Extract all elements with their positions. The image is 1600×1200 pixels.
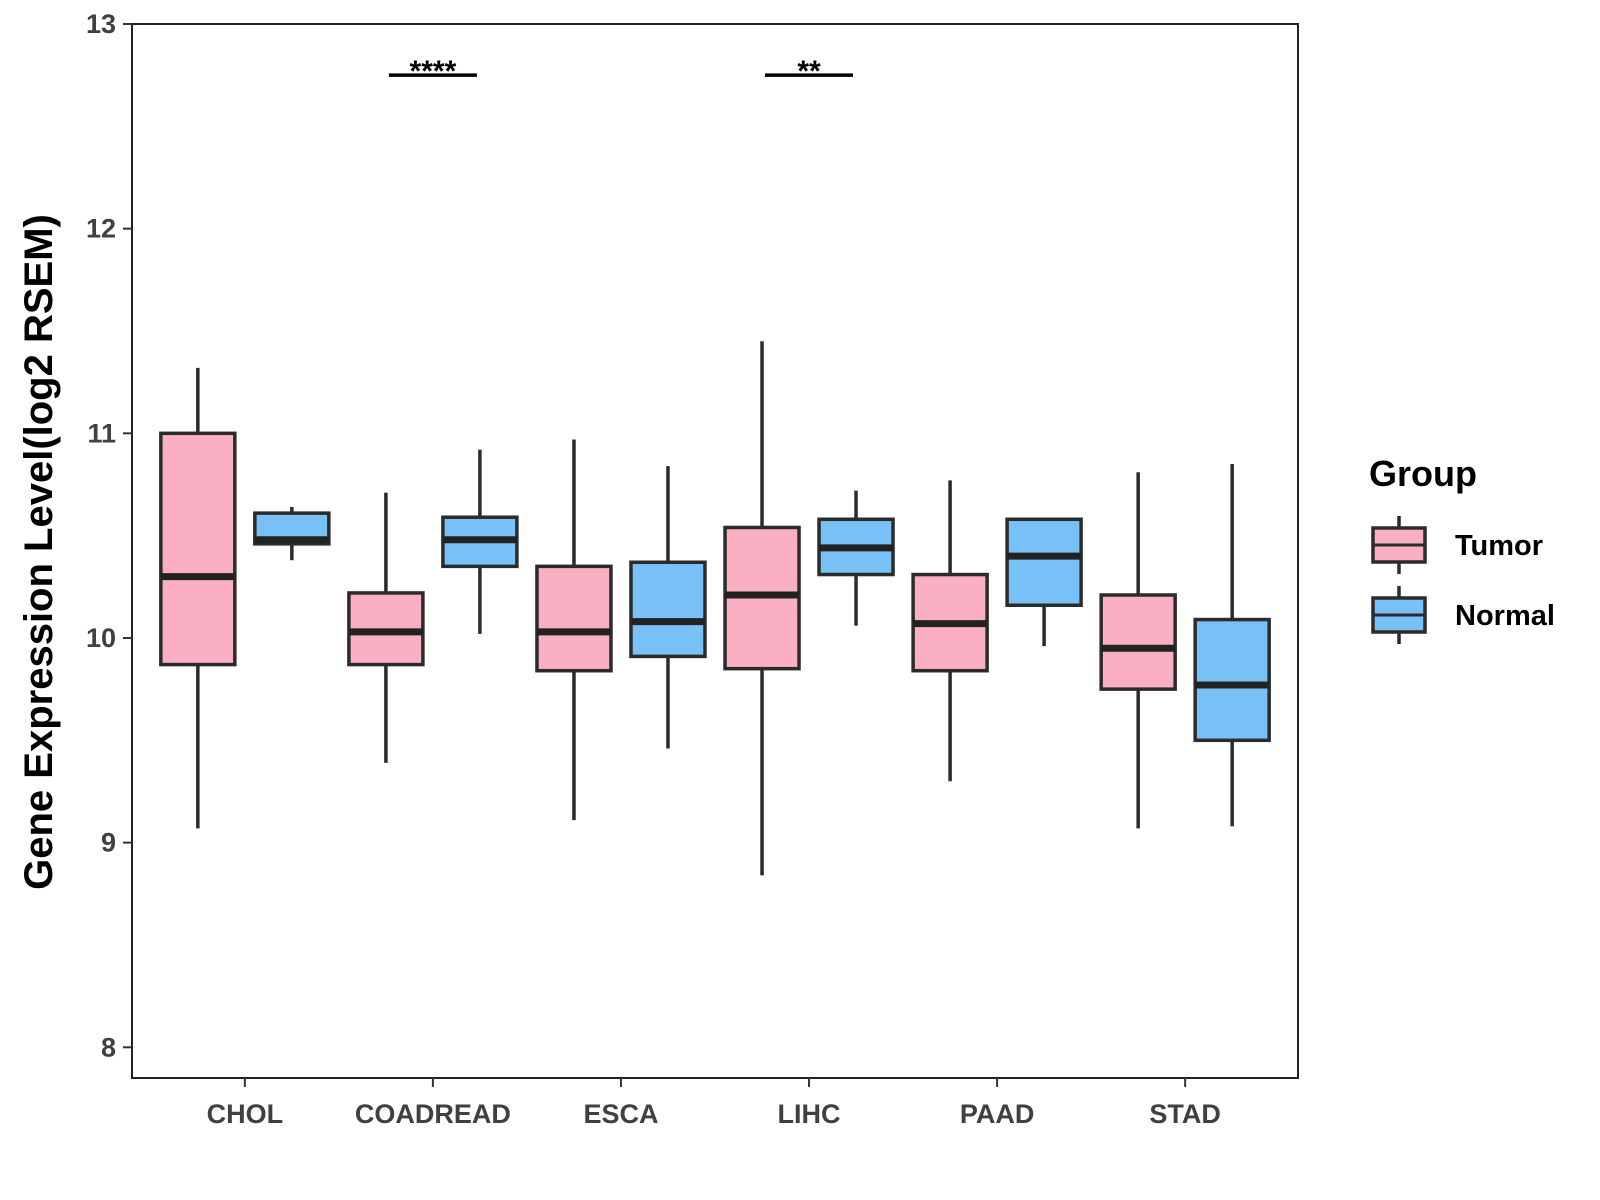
- axes: 8 9 10 11 12 13 CHOL COADREAD ESCA LIHC PAAD STAD: [86, 9, 1299, 1129]
- y-tick-label: 8: [101, 1032, 116, 1062]
- box-tumor-stad: [1099, 472, 1177, 829]
- box-tumor-lihc: [723, 341, 801, 876]
- legend-entry-normal: Normal: [1371, 586, 1555, 644]
- x-tick-label: STAD: [1149, 1099, 1221, 1129]
- y-tick-label: 10: [86, 623, 116, 653]
- plot-area: **** **: [159, 55, 1271, 876]
- box-normal-lihc: [817, 490, 895, 626]
- y-tick-label: 11: [87, 418, 116, 448]
- legend-label: Normal: [1455, 600, 1555, 632]
- legend-label: Tumor: [1455, 530, 1543, 562]
- legend-entry-tumor: Tumor: [1371, 516, 1543, 574]
- box-iqr: [1193, 617, 1271, 743]
- x-tick-label: CHOL: [207, 1099, 284, 1129]
- box-tumor-paad: [911, 480, 989, 782]
- box-iqr: [535, 564, 613, 673]
- significance-lihc: **: [765, 55, 854, 88]
- box-tumor-chol: [159, 367, 237, 829]
- legend: Group Tumor Normal: [1369, 453, 1555, 644]
- significance-label: ****: [410, 55, 457, 88]
- box-normal-coadread: [441, 449, 519, 634]
- box-iqr: [1005, 517, 1083, 607]
- y-tick-label: 9: [101, 828, 116, 858]
- box-tumor-coadread: [347, 492, 425, 763]
- x-tick-label: LIHC: [778, 1099, 841, 1129]
- plot-panel-border: [131, 23, 1299, 1079]
- box-iqr: [159, 431, 237, 667]
- significance-coadread: ****: [388, 55, 477, 88]
- y-tick-label: 12: [86, 214, 116, 244]
- box-normal-esca: [629, 466, 707, 749]
- x-tick-label: COADREAD: [355, 1099, 511, 1129]
- x-tick-label: PAAD: [960, 1099, 1035, 1129]
- box-normal-stad: [1193, 464, 1271, 827]
- box-iqr: [1099, 593, 1177, 691]
- legend-title: Group: [1369, 453, 1477, 494]
- y-tick-label: 13: [86, 9, 116, 39]
- box-normal-chol: [253, 506, 331, 561]
- significance-label: **: [797, 55, 821, 88]
- box-iqr: [629, 560, 707, 659]
- y-axis-title: Gene Expression Level(log2 RSEM): [17, 214, 61, 890]
- box-tumor-esca: [535, 439, 613, 821]
- x-tick-label: ESCA: [583, 1099, 658, 1129]
- box-normal-paad: [1005, 517, 1083, 647]
